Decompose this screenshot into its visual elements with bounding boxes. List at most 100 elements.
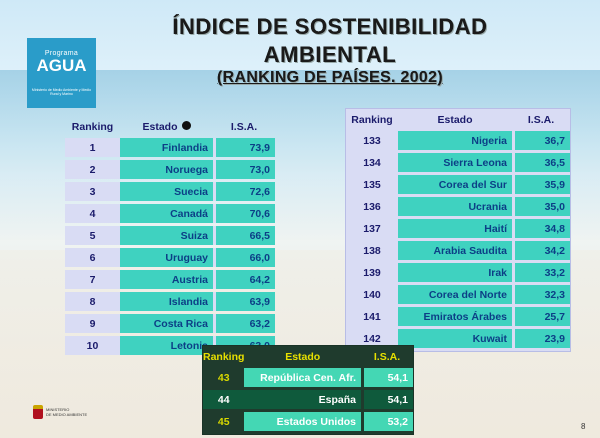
country-cell: Sierra Leona [398, 153, 512, 172]
rank-cell: 133 [346, 131, 398, 150]
ministry-line2: DE MEDIO AMBIENTE [46, 412, 88, 417]
ranking-table-bottom-countries: Ranking Estado I.S.A. 133 Nigeria 36,7 134 S… [345, 108, 571, 352]
rank-cell: 4 [65, 204, 120, 223]
isa-value-cell: 35,0 [512, 197, 570, 216]
rank-cell: 134 [346, 153, 398, 172]
isa-value-cell: 25,7 [512, 307, 570, 326]
isa-value-cell: 54,1 [361, 390, 413, 409]
country-cell: Austria [120, 270, 213, 289]
table-row: 140 Corea del Norte 32,3 [346, 285, 570, 304]
rank-cell: 1 [65, 138, 120, 157]
pointer-dot-icon [181, 121, 191, 130]
rank-cell: 44 [203, 390, 245, 409]
rank-cell: 141 [346, 307, 398, 326]
isa-value-cell: 63,2 [213, 314, 275, 333]
logo-line3: Ministerio de Medio Ambiente y Medio Rur… [31, 88, 92, 96]
isa-value-cell: 73,9 [213, 138, 275, 157]
rank-cell: 9 [65, 314, 120, 333]
table-row: 8 Islandia 63,9 [65, 292, 275, 311]
rank-cell: 5 [65, 226, 120, 245]
country-cell: Uruguay [120, 248, 213, 267]
ranking-table-spain: Ranking Estado I.S.A. 43 República Cen. A… [202, 345, 414, 435]
table-header-row: Ranking Estado I.S.A. [65, 119, 275, 135]
header-ranking: Ranking [351, 114, 393, 126]
isa-value-cell: 66,5 [213, 226, 275, 245]
isa-value-cell: 63,9 [213, 292, 275, 311]
table-row: 45 Estados Unidos 53,2 [203, 412, 413, 431]
country-cell: España [244, 390, 361, 409]
country-cell: República Cen. Afr. [244, 368, 361, 387]
programa-agua-logo: Programa AGUA Ministerio de Medio Ambien… [27, 38, 96, 108]
isa-value-cell: 53,2 [361, 412, 413, 431]
rank-cell: 139 [346, 263, 398, 282]
table-row: 139 Irak 33,2 [346, 263, 570, 282]
country-cell: Ucrania [398, 197, 512, 216]
country-cell: Irak [398, 263, 512, 282]
rank-cell: 138 [346, 241, 398, 260]
rank-cell: 7 [65, 270, 120, 289]
isa-value-cell: 36,7 [512, 131, 570, 150]
table-row: 7 Austria 64,2 [65, 270, 275, 289]
isa-value-cell: 66,0 [213, 248, 275, 267]
table-body-bottom-countries: 133 Nigeria 36,7 134 Sierra Leona 36,5 135 Core… [346, 131, 570, 348]
table-row: 3 Suecia 72,6 [65, 182, 275, 201]
table-row: 44 España 54,1 [203, 390, 413, 409]
country-cell: Suiza [120, 226, 213, 245]
country-cell: Arabia Saudita [398, 241, 512, 260]
table-body-top: 1 Finlandia 73,9 2 Noruega 73,0 3 Suecia 72,6 4 Ca… [65, 138, 275, 355]
ministry-text: MINISTERIO DE MEDIO AMBIENTE [46, 407, 87, 417]
header-ranking: Ranking [71, 121, 114, 133]
country-cell: Emiratos Árabes [398, 307, 512, 326]
header-estado: Estado [437, 114, 473, 126]
rank-cell: 136 [346, 197, 398, 216]
ministry-logo: MINISTERIO DE MEDIO AMBIENTE [33, 405, 87, 419]
rank-cell: 6 [65, 248, 120, 267]
table-row: 6 Uruguay 66,0 [65, 248, 275, 267]
country-cell: Islandia [120, 292, 213, 311]
isa-value-cell: 73,0 [213, 160, 275, 179]
country-cell: Noruega [120, 160, 213, 179]
isa-value-cell: 54,1 [361, 368, 413, 387]
table-row: 142 Kuwait 23,9 [346, 329, 570, 348]
logo-line1: Programa [44, 50, 79, 57]
table-row: 2 Noruega 73,0 [65, 160, 275, 179]
header-isa: I.S.A. [527, 114, 555, 126]
rank-cell: 3 [65, 182, 120, 201]
country-cell: Suecia [120, 182, 213, 201]
header-estado: Estado [285, 351, 321, 363]
country-cell: Canadá [120, 204, 213, 223]
country-cell: Haití [398, 219, 512, 238]
table-header-row: Ranking Estado I.S.A. [203, 349, 413, 365]
isa-value-cell: 35,9 [512, 175, 570, 194]
rank-cell: 45 [203, 412, 245, 431]
isa-value-cell: 23,9 [512, 329, 570, 348]
isa-value-cell: 36,5 [512, 153, 570, 172]
country-cell: Corea del Sur [398, 175, 512, 194]
rank-cell: 10 [65, 336, 120, 355]
country-cell: Letonia [120, 336, 213, 355]
isa-value-cell: 70,6 [213, 204, 275, 223]
isa-value-cell: 64,2 [213, 270, 275, 289]
rank-cell: 135 [346, 175, 398, 194]
rank-cell: 2 [65, 160, 120, 179]
country-cell: Estados Unidos [244, 412, 361, 431]
isa-value-cell: 34,2 [512, 241, 570, 260]
slide-title-line1: ÍNDICE DE SOSTENIBILIDAD [172, 14, 488, 39]
spain-crest-icon [33, 405, 43, 419]
country-cell: Corea del Norte [398, 285, 512, 304]
isa-value-cell: 34,8 [512, 219, 570, 238]
header-estado: Estado [120, 119, 213, 135]
header-isa: I.S.A. [230, 121, 258, 133]
slide-subtitle: (RANKING DE PAÍSES. 2002) [217, 69, 443, 86]
rank-cell: 140 [346, 285, 398, 304]
rank-cell: 43 [203, 368, 245, 387]
table-row: 137 Haití 34,8 [346, 219, 570, 238]
logo-line2: AGUA [36, 56, 87, 75]
ranking-table-top: Ranking Estado I.S.A. 1 Finlandia 73,9 2 Nor… [65, 116, 275, 358]
table-row: 135 Corea del Sur 35,9 [346, 175, 570, 194]
table-row: 9 Costa Rica 63,2 [65, 314, 275, 333]
table-row: 43 República Cen. Afr. 54,1 [203, 368, 413, 387]
ministry-line1: MINISTERIO [46, 407, 70, 412]
table-row: 134 Sierra Leona 36,5 [346, 153, 570, 172]
page-number: 8 [581, 422, 586, 431]
